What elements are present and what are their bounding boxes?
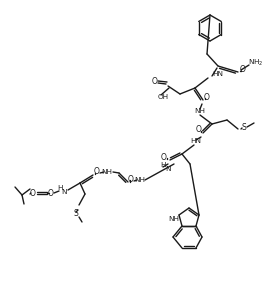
Text: NH$_2$: NH$_2$ xyxy=(248,58,264,68)
Text: O: O xyxy=(30,190,36,199)
Text: NH: NH xyxy=(102,169,112,175)
Text: NH: NH xyxy=(135,177,146,183)
Text: NH: NH xyxy=(168,216,180,222)
Text: O: O xyxy=(94,168,100,177)
Text: O: O xyxy=(152,77,158,86)
Text: HN: HN xyxy=(212,71,223,77)
Text: NH: NH xyxy=(194,108,206,114)
Text: O: O xyxy=(161,153,167,162)
Text: H: H xyxy=(57,185,63,191)
Text: O: O xyxy=(48,188,54,197)
Text: O: O xyxy=(196,125,202,134)
Text: O: O xyxy=(240,66,246,75)
Text: O: O xyxy=(128,175,134,184)
Text: N: N xyxy=(61,189,67,195)
Text: OH: OH xyxy=(158,94,168,100)
Text: S: S xyxy=(242,123,246,131)
Text: O: O xyxy=(204,92,210,101)
Text: HN: HN xyxy=(191,138,201,144)
Text: N: N xyxy=(165,166,171,172)
Text: H: H xyxy=(160,162,166,168)
Text: S: S xyxy=(74,208,78,218)
